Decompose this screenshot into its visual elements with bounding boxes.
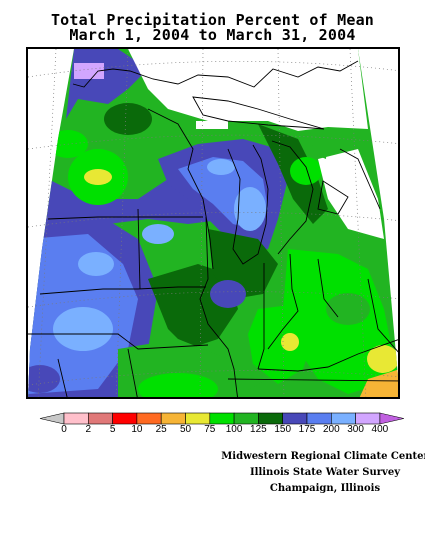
legend-swatch: [160, 412, 186, 425]
legend-swatch: [136, 412, 162, 425]
legend-tick-label: 10: [131, 424, 143, 435]
legend-tick-label: 5: [109, 424, 116, 435]
legend-high-arrow: [379, 412, 404, 425]
legend-color-bar: [39, 412, 404, 425]
legend-low-arrow: [39, 412, 65, 425]
legend-tick-label: 125: [250, 424, 267, 435]
legend-tick-label: 150: [274, 424, 292, 435]
map-title-line1: Total Precipitation Percent of Mean: [50, 11, 375, 29]
legend-swatch: [258, 412, 283, 425]
legend-tick-label: 2: [85, 424, 92, 435]
legend-swatch: [112, 412, 138, 425]
state-boundaries: [28, 60, 398, 397]
credit-survey: Illinois State Water Survey: [249, 467, 401, 478]
legend-swatch: [63, 412, 89, 425]
legend-swatch: [209, 412, 235, 425]
legend-tick-label: 175: [298, 424, 316, 435]
map-title-line2: March 1, 2004 to March 31, 2004: [69, 26, 356, 44]
legend-tick-label: 25: [155, 424, 167, 435]
legend-tick-label: 400: [371, 424, 389, 435]
legend-tick-label: 50: [179, 424, 192, 435]
legend-swatch: [306, 412, 332, 425]
credit-organization: Midwestern Regional Climate Center: [221, 451, 425, 462]
legend-tick-label: 300: [347, 424, 364, 435]
legend-swatch: [330, 412, 356, 425]
lat-lon-grid: [28, 49, 398, 397]
legend-tick-label: 0: [61, 424, 67, 435]
precipitation-map: [26, 47, 400, 399]
legend-tick-label: 100: [225, 424, 243, 435]
legend-swatch: [185, 412, 211, 425]
legend-tick-label: 75: [204, 424, 216, 435]
precipitation-field: [28, 49, 398, 397]
credit-location: Champaign, Illinois: [269, 483, 381, 494]
legend-swatch: [355, 412, 381, 425]
legend-swatch: [282, 412, 308, 425]
legend-swatch: [88, 412, 113, 425]
legend-swatch: [233, 412, 259, 425]
legend-tick-label: 200: [322, 424, 340, 435]
